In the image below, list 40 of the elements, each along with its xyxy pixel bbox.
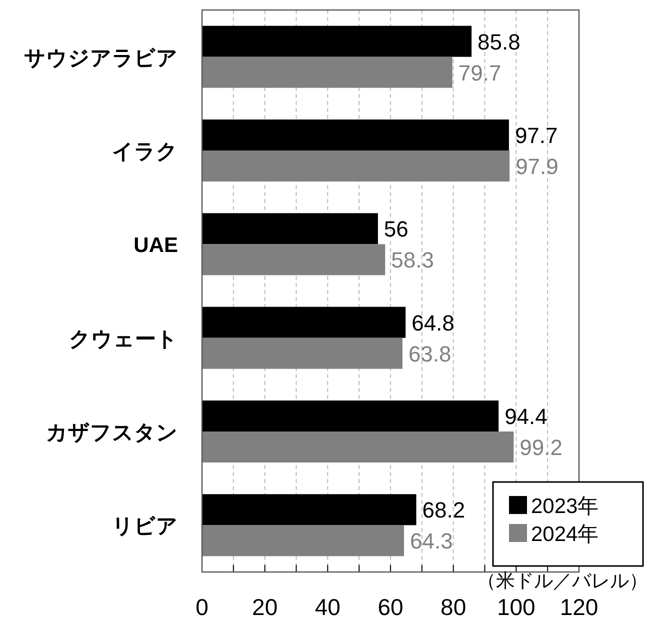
y-tick-label: イラク <box>112 140 178 164</box>
y-tick-label: カザフスタン <box>46 422 178 444</box>
data-label: 97.7 <box>514 123 558 148</box>
bar <box>202 400 499 432</box>
data-label: 94.4 <box>504 404 548 429</box>
bar <box>202 244 386 276</box>
x-tick-label: 0 <box>196 594 208 620</box>
data-label: 85.8 <box>478 29 520 54</box>
x-axis-title: （米ドル／バレル） <box>477 571 648 592</box>
data-label: 58.3 <box>391 248 434 273</box>
y-tick-label: サウジアラビア <box>24 46 178 70</box>
x-tick-label: 60 <box>378 594 404 620</box>
y-tick-label: クウェート <box>69 328 178 351</box>
bar <box>202 306 406 338</box>
bar <box>202 338 402 369</box>
x-tick-label: 120 <box>560 594 598 620</box>
bar <box>202 432 514 462</box>
data-label: 68.2 <box>422 498 466 523</box>
bar <box>202 494 416 526</box>
data-label: 63.8 <box>408 341 452 366</box>
data-label: 56 <box>384 216 408 242</box>
y-tick-label: UAE <box>134 234 178 258</box>
bar <box>202 213 378 244</box>
y-tick-label: リビア <box>112 515 178 538</box>
x-tick-label: 20 <box>252 594 278 620</box>
data-label: 64.3 <box>410 528 453 554</box>
bar <box>202 150 510 182</box>
bar <box>202 56 452 88</box>
bar <box>202 26 472 57</box>
legend-label: 2023年 <box>531 495 599 518</box>
x-tick-label: 80 <box>440 594 466 620</box>
x-tick-label: 100 <box>496 594 536 620</box>
bar <box>202 120 509 150</box>
data-label: 99.2 <box>520 435 562 460</box>
data-label: 79.7 <box>458 60 502 86</box>
x-tick-label: 40 <box>314 594 340 620</box>
data-label: 97.9 <box>516 154 558 179</box>
bar <box>202 525 404 556</box>
legend-label: 2024年 <box>531 523 599 546</box>
data-label: 64.8 <box>412 310 454 336</box>
